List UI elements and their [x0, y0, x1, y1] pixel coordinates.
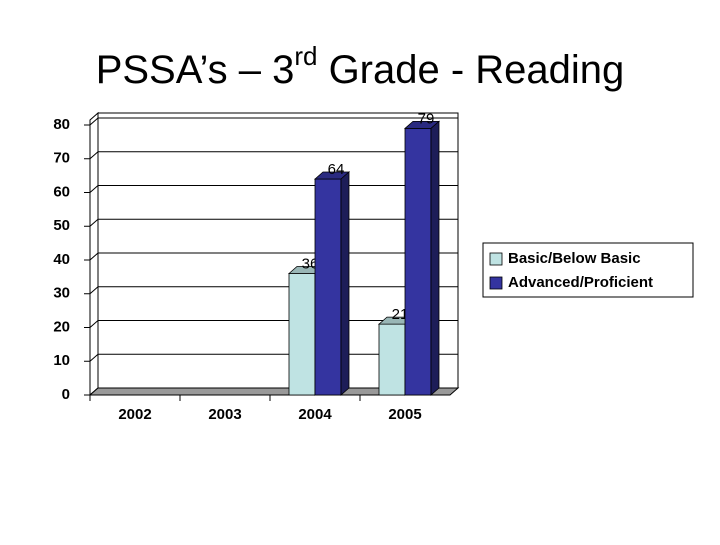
bar-front [378, 323, 406, 396]
title-part: Grade - Reading [317, 48, 624, 92]
x-tick-label: 2003 [208, 406, 241, 423]
legend-swatch [489, 276, 503, 290]
bar-front [404, 127, 432, 396]
y-tick-label: 80 [53, 116, 70, 133]
y-tick-label: 0 [62, 386, 70, 403]
bar [313, 171, 351, 396]
value-label: 64 [328, 161, 345, 178]
legend-box [482, 242, 694, 298]
y-tick-label: 50 [53, 217, 70, 234]
value-label: 36 [302, 255, 319, 272]
title-part: PSSA’s – 3 [96, 48, 295, 92]
title-superscript: rd [294, 41, 317, 71]
value-label: 79 [418, 110, 435, 127]
bar-side [430, 120, 440, 396]
y-tick-label: 20 [53, 318, 70, 335]
value-label: 21 [392, 306, 409, 323]
legend-label: Basic/Below Basic [508, 250, 641, 267]
grid-line [89, 151, 458, 160]
bar-front [314, 178, 342, 396]
y-tick-label: 30 [53, 285, 70, 302]
x-tick-label: 2004 [298, 406, 332, 423]
x-tick-label: 2005 [388, 406, 421, 423]
bar [403, 120, 441, 396]
legend-swatch [489, 252, 503, 266]
bar-front [288, 273, 316, 396]
y-tick-label: 60 [53, 183, 70, 200]
legend-label: Advanced/Proficient [508, 274, 653, 291]
y-tick-label: 40 [53, 251, 70, 268]
x-tick-label: 2002 [118, 406, 151, 423]
grid-line [89, 117, 458, 126]
bar-side [340, 171, 350, 396]
y-tick-label: 70 [53, 150, 70, 167]
chart-title: PSSA’s – 3rd Grade - Reading [96, 41, 625, 92]
y-tick-label: 10 [53, 352, 70, 369]
